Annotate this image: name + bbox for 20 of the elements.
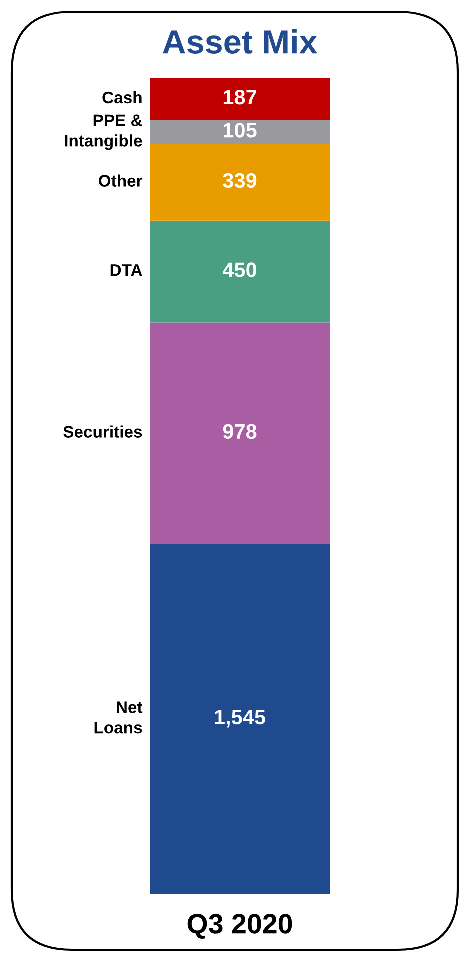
data-label: 187 (224, 90, 256, 105)
series-label: PPE & Intangible (65, 114, 142, 150)
series-label: Securities (64, 426, 142, 438)
data-label: 105 (224, 123, 257, 138)
series-label: Cash (102, 91, 142, 104)
x-tick-label: Q3 2020 (188, 914, 292, 940)
bar (150, 78, 330, 120)
bar (150, 120, 330, 144)
bar (150, 322, 330, 544)
series-label: Net Loans (94, 702, 143, 734)
data-label: 450 (222, 262, 257, 278)
data-label: 978 (223, 424, 257, 440)
series-label: DTA (110, 264, 142, 276)
bar (150, 220, 330, 323)
bar (150, 544, 330, 894)
series-label: Other (99, 174, 143, 187)
data-label: 339 (223, 173, 257, 188)
chart-title: Asset Mix (163, 29, 318, 54)
data-label: 1,545 (215, 710, 266, 728)
bar (150, 144, 330, 221)
